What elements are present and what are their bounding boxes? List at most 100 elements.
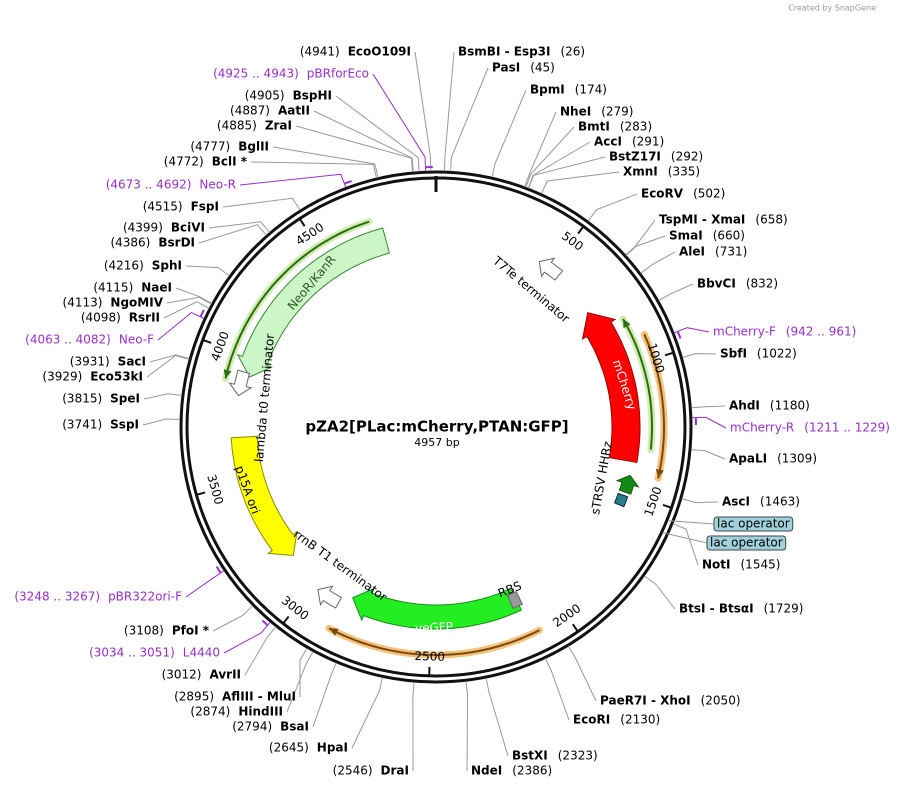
site-lead (450, 67, 489, 172)
site-position: (3931) (70, 355, 110, 369)
primer-range: (942 .. 961) (786, 325, 856, 339)
site-name: BciVI (171, 221, 205, 235)
tick-mark (282, 615, 290, 624)
site-name: BsmBI - Esp3I (458, 45, 550, 59)
tick-label: 1500 (642, 485, 665, 518)
feature-t7te (538, 257, 564, 281)
site-lead (143, 393, 182, 400)
site-name: RsrII (129, 311, 160, 325)
tick-mark (662, 503, 671, 509)
site-lead (335, 95, 420, 172)
site-name: AccI (594, 135, 622, 149)
primer-lead (223, 621, 271, 654)
site-position: (1463) (760, 495, 800, 509)
primer-range: (3248 .. 3267) (14, 590, 100, 604)
orf-mcherry-rev-head (656, 469, 664, 479)
site-name: SmaI (669, 229, 703, 243)
site-position: (4887) (230, 104, 270, 118)
primer-lead (691, 416, 727, 429)
site-name: BstXI (512, 749, 548, 763)
site-lead (491, 89, 527, 178)
site-lead (672, 523, 699, 566)
site-lead (443, 51, 455, 172)
site-name: AflIII - MluI (222, 690, 296, 704)
site-position: (832) (746, 277, 778, 291)
site-name: BsrDI (158, 236, 195, 250)
primer-range: (4925 .. 4943) (213, 67, 299, 81)
site-lead (295, 125, 414, 173)
site-name: BbvCI (697, 277, 736, 291)
site-position: (2645) (269, 741, 309, 755)
site-lead (544, 658, 570, 721)
site-name: BspHI (293, 89, 332, 103)
site-lead (524, 111, 557, 187)
orf-mcherry-fwd-head (623, 319, 631, 329)
tick-mark (203, 339, 212, 344)
site-position: (1309) (777, 452, 817, 466)
credit: Created by SnapGene (788, 4, 876, 13)
site-lead (272, 146, 379, 178)
site-position: (4113) (63, 296, 103, 310)
primer-lead (157, 312, 205, 341)
site-name: AhdI (729, 399, 760, 413)
site-name: EcoRV (641, 187, 684, 201)
site-lead (244, 626, 277, 676)
site-lead (643, 575, 676, 610)
site-lead (412, 682, 415, 772)
site-name: NheI (560, 105, 591, 119)
site-name: HpaI (317, 741, 348, 755)
site-position: (660) (713, 229, 745, 243)
site-lead (163, 301, 210, 319)
feature-label: rrnB T1 terminator (291, 527, 390, 604)
site-name: Eco53kI (90, 370, 143, 384)
site-position: (1022) (757, 347, 797, 361)
site-lead (658, 283, 694, 302)
site-lead (208, 221, 271, 233)
site-lead (541, 171, 620, 194)
site-name: BpmI (530, 83, 565, 97)
site-name: TspMI - XmaI (659, 213, 745, 227)
site-position: (45) (530, 61, 555, 75)
site-lead (166, 296, 212, 305)
site-position: (2323) (558, 749, 598, 763)
site-name: EcoRI (573, 713, 610, 727)
site-position: (502) (693, 187, 725, 201)
lac-operator-box (706, 535, 787, 551)
site-name: DraI (381, 764, 409, 778)
site-position: (174) (575, 83, 607, 97)
site-lead (312, 662, 337, 728)
site-position: (335) (668, 165, 700, 179)
primer-lead (372, 73, 427, 172)
site-name: FspI (191, 200, 219, 214)
tick-mark (299, 218, 306, 227)
tick-mark (664, 351, 673, 357)
site-lead (465, 681, 469, 772)
site-position: (1729) (764, 602, 804, 616)
site-lead (149, 354, 190, 363)
site-name: AscI (722, 495, 750, 509)
site-lead (527, 141, 591, 189)
site-position: (2050) (701, 694, 741, 708)
site-name: BglII (238, 140, 269, 154)
site-lead (681, 498, 719, 504)
site-name: NdeI (471, 764, 502, 778)
site-position: (4777) (190, 140, 230, 154)
primer-lead (185, 570, 225, 598)
site-position: (2386) (512, 764, 552, 778)
tick-label: 2500 (414, 649, 445, 664)
site-lead (142, 418, 181, 426)
site-position: (2130) (620, 713, 660, 727)
primer-mark (676, 330, 682, 339)
site-name: NaeI (141, 281, 172, 295)
site-name: XmnI (623, 165, 658, 179)
site-position: (4515) (143, 200, 183, 214)
backbone-outer (179, 170, 693, 684)
tick-label: 3000 (279, 593, 312, 623)
feature-yegfp (352, 587, 523, 630)
site-name: PfoI * (172, 624, 210, 638)
site-name: BtsI - BtsαI (679, 602, 754, 616)
site-position: (2546) (333, 764, 373, 778)
site-position: (4399) (123, 221, 163, 235)
site-lead (587, 193, 638, 222)
